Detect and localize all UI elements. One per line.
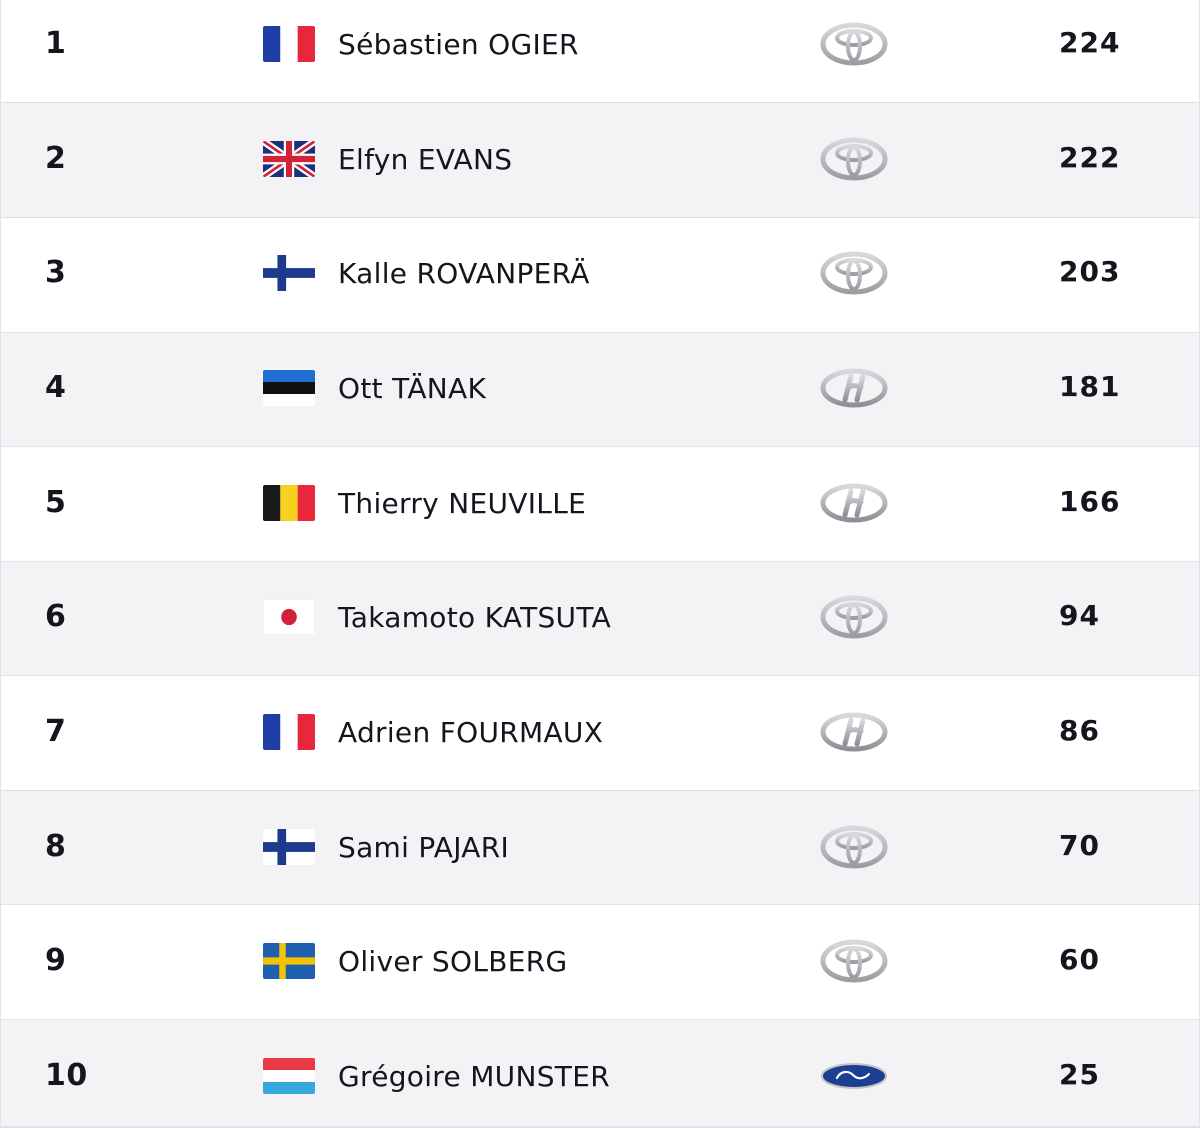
position-number: 8 bbox=[45, 829, 67, 864]
position-number: 1 bbox=[45, 26, 67, 61]
standings-row[interactable]: 8 Sami PAJARI 70 bbox=[0, 791, 1200, 906]
ford-logo bbox=[819, 1054, 889, 1098]
standings-row[interactable]: 5 Thierry NEUVILLE 166 bbox=[0, 447, 1200, 563]
driver-name[interactable]: Sami PAJARI bbox=[338, 831, 510, 864]
standings-row[interactable]: 10 Grégoire MUNSTER 25 bbox=[0, 1020, 1200, 1128]
toyota-logo bbox=[819, 137, 889, 181]
driver-name[interactable]: Oliver SOLBERG bbox=[338, 945, 568, 978]
points-value: 222 bbox=[1059, 141, 1121, 174]
position-number: 9 bbox=[45, 943, 67, 978]
toyota-logo bbox=[819, 595, 889, 639]
position-number: 7 bbox=[45, 714, 67, 749]
points-value: 70 bbox=[1059, 829, 1100, 862]
estonia-flag bbox=[263, 370, 315, 406]
standings-row[interactable]: 2 Elfyn EVANS 222 bbox=[0, 103, 1200, 219]
driver-name[interactable]: Adrien FOURMAUX bbox=[338, 716, 604, 749]
france-flag bbox=[263, 714, 315, 750]
position-number: 6 bbox=[45, 599, 67, 634]
hyundai-logo bbox=[819, 366, 889, 410]
finland-flag bbox=[263, 255, 315, 291]
position-number: 3 bbox=[45, 255, 67, 290]
toyota-logo bbox=[819, 251, 889, 295]
standings-row[interactable]: 3 Kalle ROVANPERÄ 203 bbox=[0, 218, 1200, 334]
united-kingdom-flag bbox=[263, 141, 315, 177]
driver-name[interactable]: Thierry NEUVILLE bbox=[338, 487, 587, 520]
sweden-flag bbox=[263, 943, 315, 979]
points-value: 203 bbox=[1059, 255, 1121, 288]
toyota-logo bbox=[819, 939, 889, 983]
points-value: 86 bbox=[1059, 714, 1100, 747]
points-value: 94 bbox=[1059, 599, 1100, 632]
points-value: 166 bbox=[1059, 485, 1121, 518]
standings-row[interactable]: 9 Oliver SOLBERG 60 bbox=[0, 905, 1200, 1021]
standings-row[interactable]: 4 Ott TÄNAK 181 bbox=[0, 333, 1200, 448]
points-value: 60 bbox=[1059, 943, 1100, 976]
finland-flag bbox=[263, 829, 315, 865]
france-flag bbox=[263, 26, 315, 62]
driver-name[interactable]: Ott TÄNAK bbox=[338, 372, 487, 405]
driver-name[interactable]: Takamoto KATSUTA bbox=[338, 601, 612, 634]
points-value: 181 bbox=[1059, 370, 1121, 403]
position-number: 4 bbox=[45, 370, 67, 405]
points-value: 224 bbox=[1059, 26, 1121, 59]
toyota-logo bbox=[819, 825, 889, 869]
standings-row[interactable]: 1 Sébastien OGIER 224 bbox=[0, 0, 1200, 104]
position-number: 10 bbox=[45, 1058, 88, 1093]
hyundai-logo bbox=[819, 481, 889, 525]
driver-name[interactable]: Elfyn EVANS bbox=[338, 143, 513, 176]
luxembourg-flag bbox=[263, 1058, 315, 1094]
standings-row[interactable]: 7 Adrien FOURMAUX 86 bbox=[0, 676, 1200, 792]
position-number: 2 bbox=[45, 141, 67, 176]
position-number: 5 bbox=[45, 485, 67, 520]
toyota-logo bbox=[819, 22, 889, 66]
driver-name[interactable]: Grégoire MUNSTER bbox=[338, 1060, 610, 1093]
belgium-flag bbox=[263, 485, 315, 521]
standings-row[interactable]: 6 Takamoto KATSUTA 94 bbox=[0, 562, 1200, 677]
driver-name[interactable]: Sébastien OGIER bbox=[338, 28, 579, 61]
japan-flag bbox=[263, 599, 315, 635]
hyundai-logo bbox=[819, 710, 889, 754]
driver-name[interactable]: Kalle ROVANPERÄ bbox=[338, 257, 590, 290]
points-value: 25 bbox=[1059, 1058, 1100, 1091]
